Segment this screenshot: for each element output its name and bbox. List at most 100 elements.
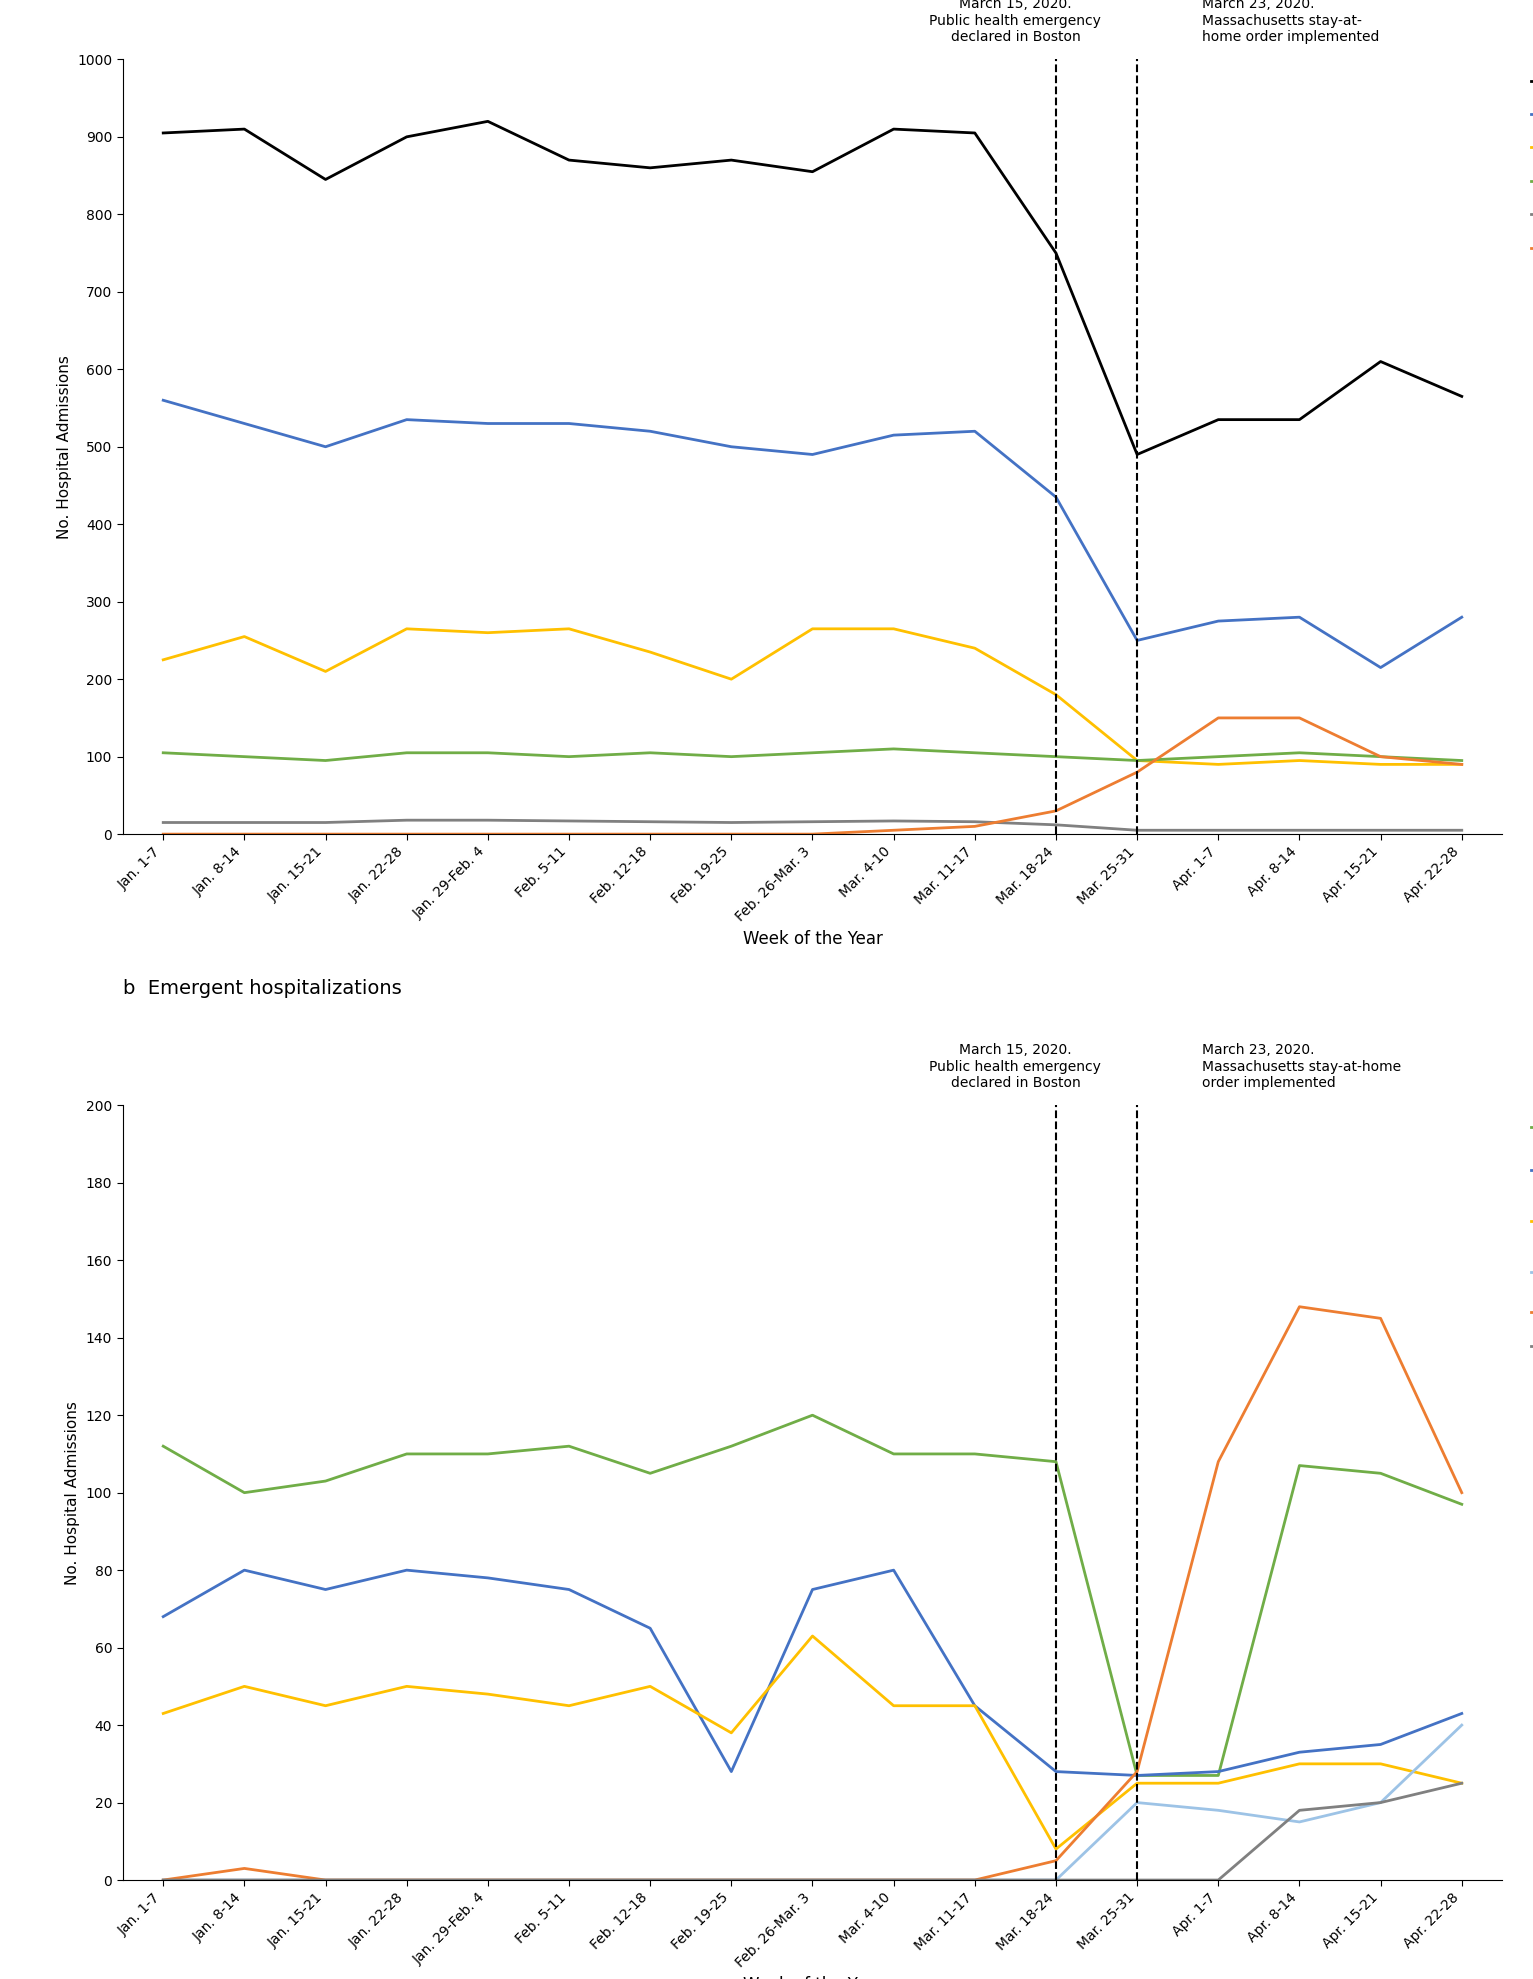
Obstetric (1047, 744, 1065, 768)
Obstetric (560, 1435, 578, 1459)
Obstetric (397, 740, 415, 764)
Not coded (722, 1868, 740, 1892)
Acute medical
conditions (641, 1617, 659, 1641)
Legend: Overall, Medical, Surgical, Obstetric, Psychiatric, COVID-19: Overall, Medical, Surgical, Obstetric, P… (1524, 67, 1533, 265)
Medical (316, 435, 334, 459)
Obstetric (641, 1461, 659, 1484)
Obstetric (397, 1443, 415, 1466)
Overall (966, 121, 984, 144)
Surgical (560, 617, 578, 641)
Obstetric (1210, 744, 1228, 768)
Psychiatric (803, 809, 822, 833)
Surgical (966, 637, 984, 661)
COVID-19 (803, 821, 822, 845)
Medical (397, 408, 415, 431)
Surgical (478, 621, 497, 645)
Chronic disease
exacerbations (397, 1868, 415, 1892)
Acute surgical
conditions (153, 1702, 172, 1726)
Obstetric (153, 740, 172, 764)
Acute medical
conditions (153, 1605, 172, 1629)
Overall (722, 148, 740, 172)
Chronic disease
exacerbations (1372, 1791, 1390, 1815)
Surgical (1372, 752, 1390, 776)
Psychiatric (1047, 813, 1065, 837)
COVID-19 (803, 1868, 822, 1892)
COVID-19 (397, 821, 415, 845)
Obstetric (803, 740, 822, 764)
Line: COVID-19: COVID-19 (162, 1306, 1462, 1880)
Psychiatric (885, 809, 903, 833)
Chronic disease
exacerbations (316, 1868, 334, 1892)
Not coded (1291, 1799, 1309, 1823)
COVID-19 (316, 821, 334, 845)
COVID-19 (641, 821, 659, 845)
X-axis label: Week of the Year: Week of the Year (742, 930, 883, 948)
Chronic disease
exacerbations (560, 1868, 578, 1892)
Medical (560, 412, 578, 435)
COVID-19 (1047, 1848, 1065, 1872)
X-axis label: Week of the Year: Week of the Year (742, 1975, 883, 1979)
Obstetric (316, 1468, 334, 1492)
Line: Not coded: Not coded (162, 1783, 1462, 1880)
Not coded (1128, 1868, 1147, 1892)
Chronic disease
exacerbations (641, 1868, 659, 1892)
COVID-19 (1291, 707, 1309, 730)
Surgical (316, 659, 334, 683)
COVID-19 (1128, 1759, 1147, 1783)
Obstetric (1291, 1455, 1309, 1478)
Obstetric (885, 736, 903, 760)
Chronic disease
exacerbations (1210, 1799, 1228, 1823)
Overall (153, 121, 172, 144)
Acute medical
conditions (478, 1565, 497, 1589)
Psychiatric (722, 811, 740, 835)
Not coded (1047, 1868, 1065, 1892)
Overall (397, 125, 415, 148)
Medical (1453, 606, 1472, 629)
Psychiatric (641, 809, 659, 833)
Line: Obstetric: Obstetric (162, 748, 1462, 760)
Obstetric (1453, 1492, 1472, 1516)
Psychiatric (966, 809, 984, 833)
Psychiatric (1453, 819, 1472, 843)
Surgical (1128, 748, 1147, 772)
Acute surgical
conditions (1128, 1771, 1147, 1795)
Line: Overall: Overall (162, 121, 1462, 455)
Line: Acute medical
conditions: Acute medical conditions (162, 1569, 1462, 1775)
COVID-19 (153, 821, 172, 845)
Psychiatric (153, 811, 172, 835)
COVID-19 (722, 1868, 740, 1892)
Acute surgical
conditions (1047, 1837, 1065, 1860)
Chronic disease
exacerbations (1291, 1811, 1309, 1835)
Psychiatric (1210, 819, 1228, 843)
COVID-19 (1372, 1306, 1390, 1330)
Text: March 23, 2020.
Massachusetts stay-at-home
order implemented: March 23, 2020. Massachusetts stay-at-ho… (1202, 1043, 1401, 1090)
Line: COVID-19: COVID-19 (162, 718, 1462, 833)
Surgical (235, 625, 253, 649)
Medical (966, 420, 984, 443)
Line: Chronic disease
exacerbations: Chronic disease exacerbations (162, 1726, 1462, 1880)
Line: Psychiatric: Psychiatric (162, 819, 1462, 831)
Obstetric (722, 744, 740, 768)
Text: March 23, 2020.
Massachusetts stay-at-
home order implemented: March 23, 2020. Massachusetts stay-at- h… (1202, 0, 1380, 44)
Acute medical
conditions (1128, 1763, 1147, 1787)
Y-axis label: No. Hospital Admissions: No. Hospital Admissions (66, 1401, 80, 1585)
Not coded (316, 1868, 334, 1892)
Obstetric (478, 740, 497, 764)
COVID-19 (560, 821, 578, 845)
Chronic disease
exacerbations (1047, 1868, 1065, 1892)
Acute medical
conditions (966, 1694, 984, 1718)
Acute surgical
conditions (803, 1625, 822, 1649)
Not coded (478, 1868, 497, 1892)
Acute medical
conditions (1210, 1759, 1228, 1783)
Acute surgical
conditions (1291, 1751, 1309, 1775)
Acute medical
conditions (1291, 1740, 1309, 1763)
Overall (235, 117, 253, 141)
COVID-19 (316, 1868, 334, 1892)
Not coded (803, 1868, 822, 1892)
Medical (803, 443, 822, 467)
Psychiatric (1128, 819, 1147, 843)
Line: Acute surgical
conditions: Acute surgical conditions (162, 1637, 1462, 1848)
Psychiatric (397, 807, 415, 831)
Obstetric (316, 748, 334, 772)
Psychiatric (1372, 819, 1390, 843)
